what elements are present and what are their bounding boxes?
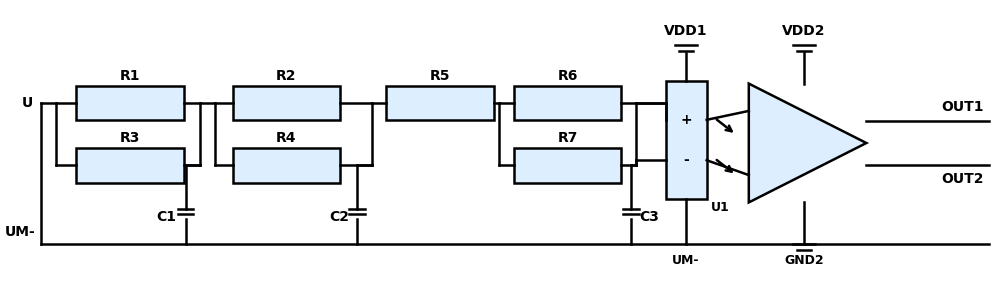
Text: R3: R3 bbox=[119, 131, 140, 145]
Text: R2: R2 bbox=[276, 69, 297, 83]
Bar bbox=[233, 86, 340, 120]
Bar bbox=[514, 86, 621, 120]
Text: U1: U1 bbox=[711, 201, 729, 214]
Text: R1: R1 bbox=[119, 69, 140, 83]
Text: -: - bbox=[683, 153, 689, 167]
Bar bbox=[233, 148, 340, 183]
Text: UM-: UM- bbox=[5, 225, 36, 239]
Polygon shape bbox=[749, 84, 866, 202]
Text: U: U bbox=[21, 96, 33, 110]
Text: OUT1: OUT1 bbox=[941, 100, 984, 114]
Text: +: + bbox=[680, 113, 692, 127]
Text: C3: C3 bbox=[639, 210, 659, 224]
Text: R5: R5 bbox=[430, 69, 450, 83]
Bar bbox=[666, 81, 707, 199]
Text: OUT2: OUT2 bbox=[941, 172, 984, 186]
Text: R6: R6 bbox=[557, 69, 578, 83]
Text: GND2: GND2 bbox=[784, 254, 824, 267]
Text: R7: R7 bbox=[557, 131, 578, 145]
Text: C2: C2 bbox=[329, 210, 349, 224]
Bar bbox=[76, 86, 184, 120]
Text: C1: C1 bbox=[156, 210, 176, 224]
Text: R4: R4 bbox=[276, 131, 297, 145]
Text: VDD1: VDD1 bbox=[664, 24, 708, 38]
Bar bbox=[76, 148, 184, 183]
Text: UM-: UM- bbox=[672, 254, 700, 267]
Bar bbox=[386, 86, 494, 120]
Text: VDD2: VDD2 bbox=[782, 24, 826, 38]
Bar bbox=[514, 148, 621, 183]
